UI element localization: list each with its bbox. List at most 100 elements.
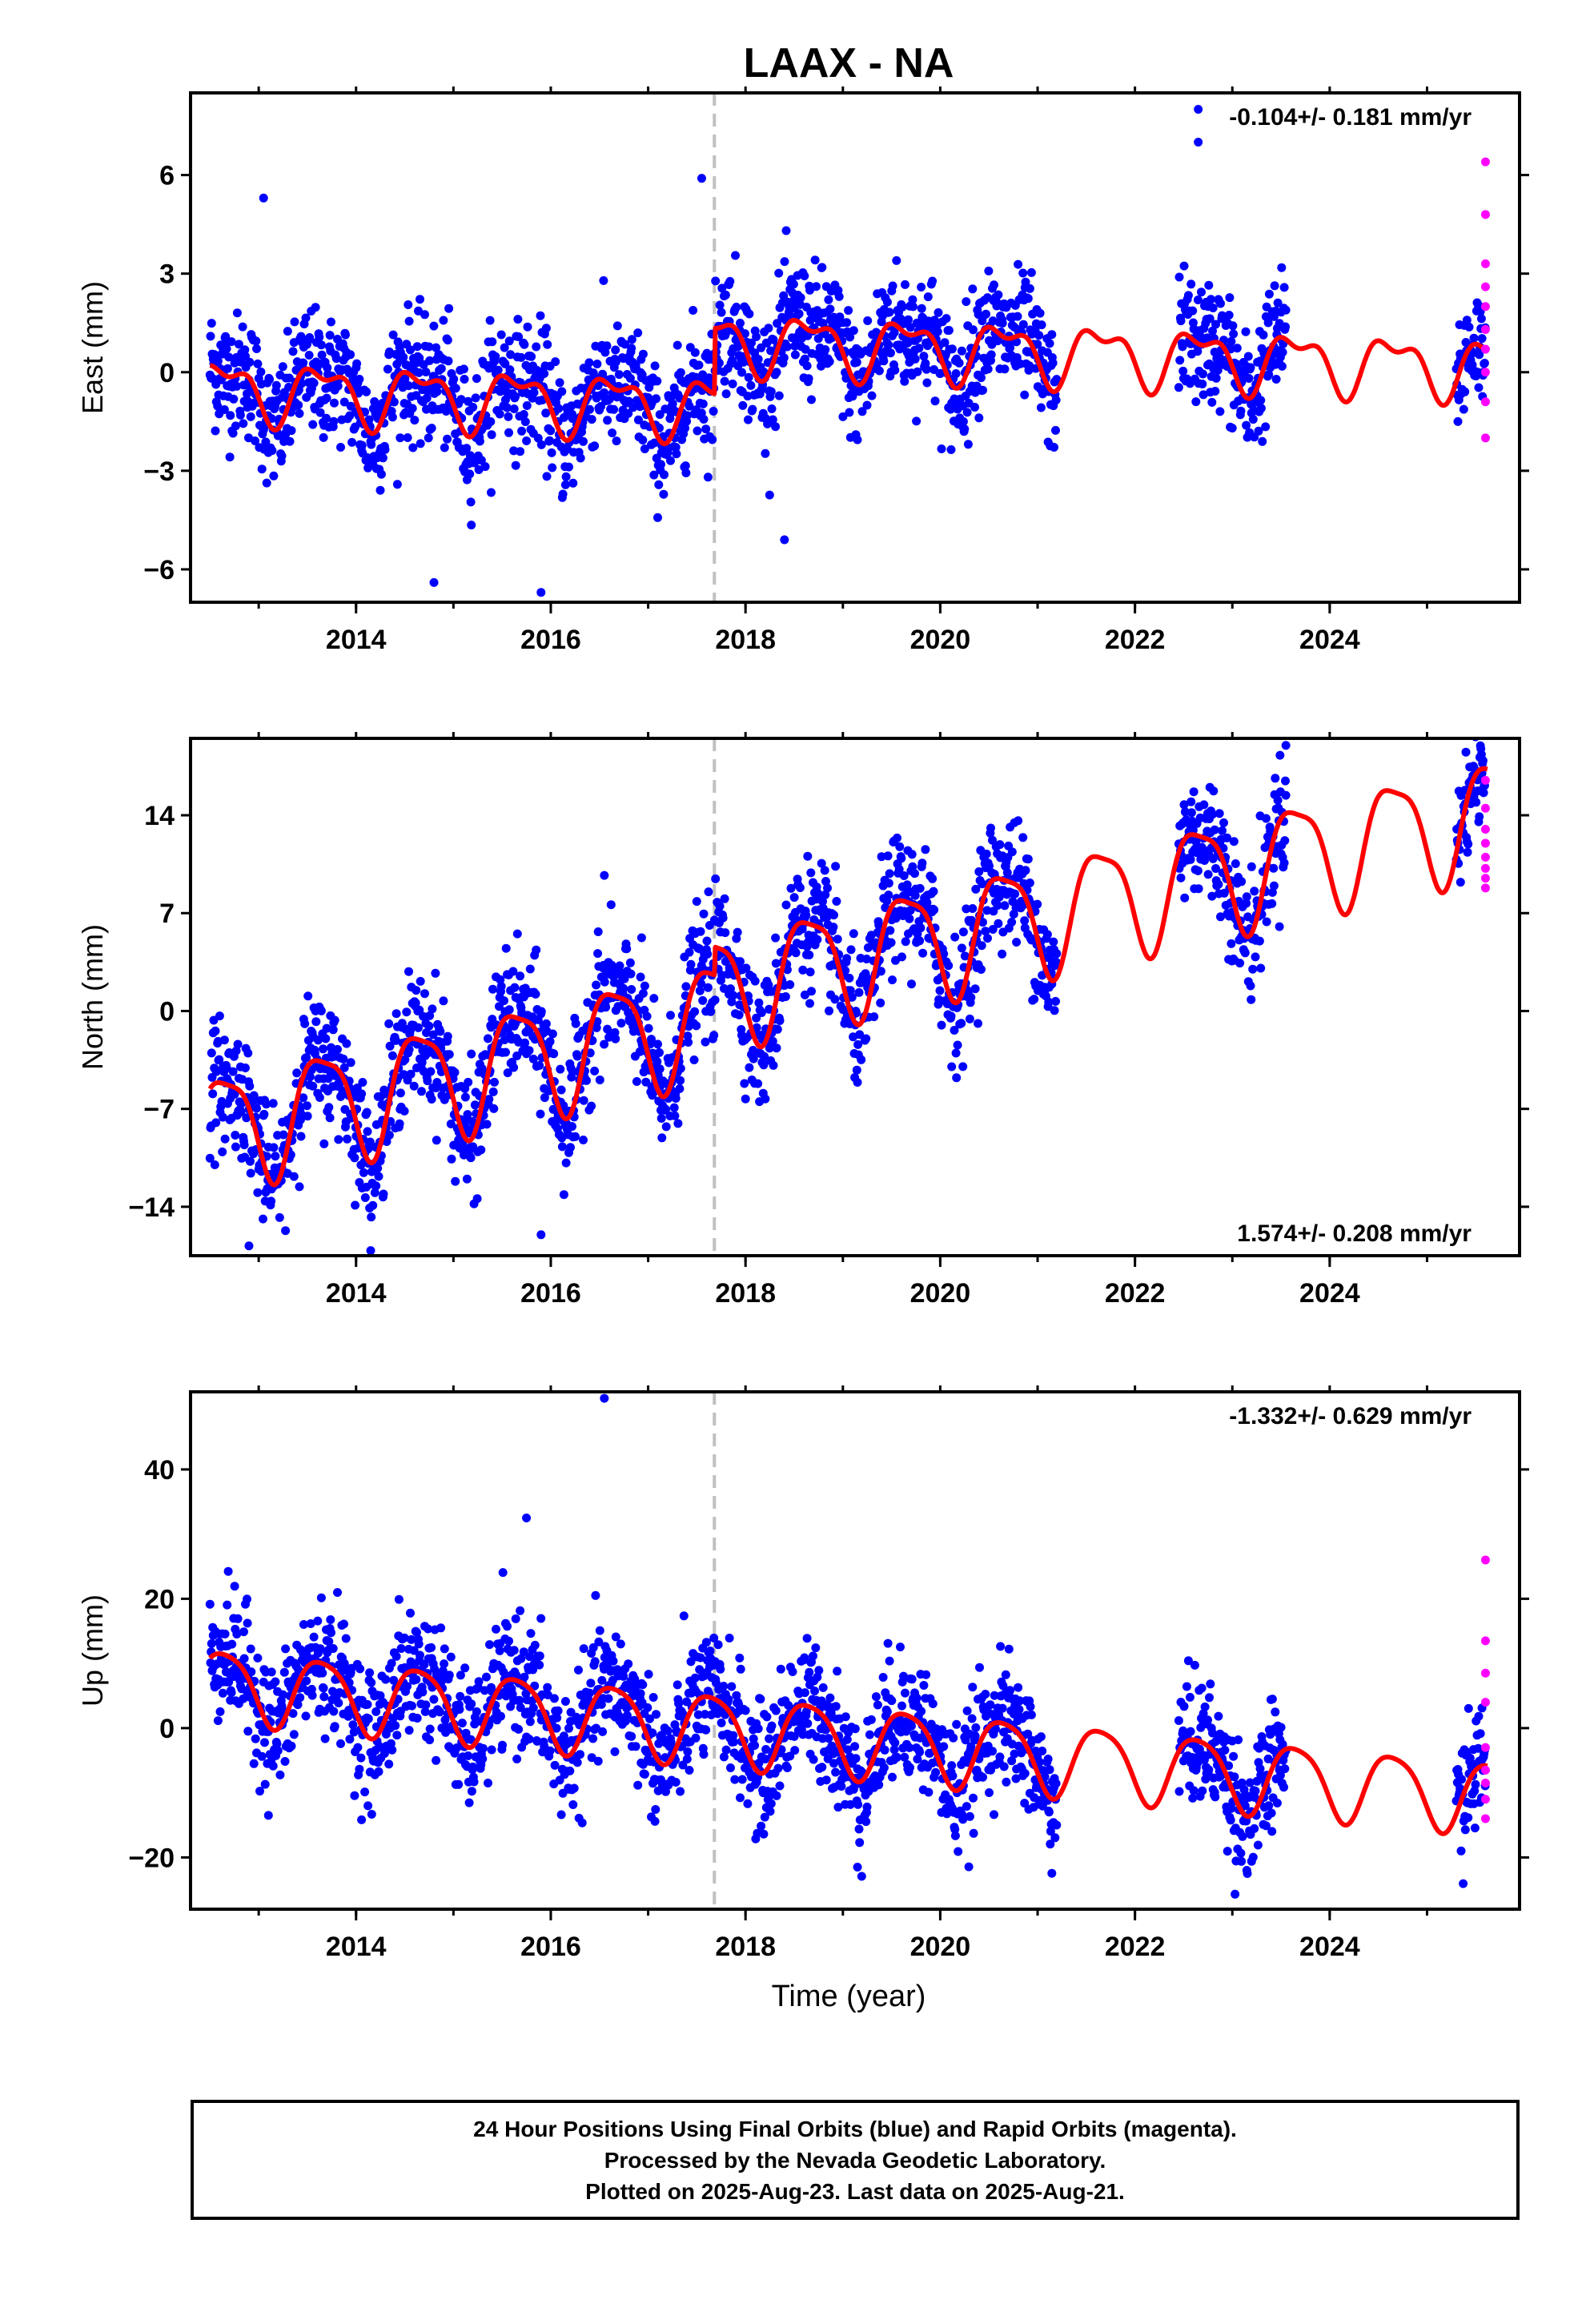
final-orbit-point xyxy=(673,340,682,350)
final-orbit-point xyxy=(246,1644,255,1654)
final-orbit-point xyxy=(800,990,809,999)
final-orbit-point xyxy=(392,480,402,489)
final-orbit-point xyxy=(936,368,946,378)
final-orbit-point xyxy=(768,415,777,424)
final-orbit-point xyxy=(384,1019,394,1028)
final-orbit-point xyxy=(1198,380,1207,388)
final-orbit-point xyxy=(825,1006,833,1015)
final-orbit-point xyxy=(466,1153,476,1163)
final-orbit-point xyxy=(885,308,894,317)
final-orbit-point xyxy=(663,448,673,457)
final-orbit-point xyxy=(585,1048,595,1058)
final-orbit-point xyxy=(253,1188,263,1197)
final-orbit-point xyxy=(511,1614,520,1623)
final-orbit-point xyxy=(718,913,728,923)
final-orbit-point xyxy=(962,297,971,307)
final-orbit-point xyxy=(536,1007,546,1016)
final-orbit-point xyxy=(853,1039,863,1049)
final-orbit-point xyxy=(1037,320,1046,330)
final-orbit-point xyxy=(389,397,399,407)
final-orbit-point xyxy=(666,1011,675,1020)
final-orbit-point xyxy=(501,395,510,404)
final-orbit-point xyxy=(492,1624,500,1634)
final-orbit-point xyxy=(333,381,343,391)
final-orbit-point xyxy=(385,1041,395,1051)
final-orbit-point xyxy=(825,304,835,314)
final-orbit-point xyxy=(419,1011,428,1021)
final-orbit-point xyxy=(590,441,600,451)
final-orbit-point xyxy=(257,1751,267,1761)
final-orbit-point xyxy=(695,986,705,995)
final-orbit-point xyxy=(685,1766,694,1775)
final-orbit-point xyxy=(966,993,976,1002)
final-orbit-point xyxy=(724,1695,733,1704)
final-orbit-point xyxy=(601,1003,611,1012)
final-orbit-point xyxy=(457,1719,467,1728)
final-orbit-point xyxy=(1254,426,1263,436)
final-orbit-point xyxy=(1000,364,1010,374)
final-orbit-point xyxy=(267,1667,276,1677)
final-orbit-point xyxy=(329,416,339,426)
final-orbit-point xyxy=(766,387,776,396)
final-orbit-point xyxy=(363,1801,373,1811)
final-orbit-point xyxy=(520,1038,530,1047)
final-orbit-point xyxy=(750,1741,760,1750)
x-tick-label: 2020 xyxy=(910,625,971,655)
final-orbit-point xyxy=(619,1671,628,1681)
y-tick-label: 14 xyxy=(144,801,175,831)
final-orbit-point xyxy=(424,1021,434,1031)
rapid-orbit-point xyxy=(1480,324,1490,334)
final-orbit-point xyxy=(1194,105,1203,115)
final-orbit-point xyxy=(579,1136,588,1144)
final-orbit-point xyxy=(339,397,349,407)
final-orbit-point xyxy=(506,350,516,360)
final-orbit-point xyxy=(498,1568,508,1578)
final-orbit-point xyxy=(357,1089,367,1099)
final-orbit-point xyxy=(309,1632,319,1642)
final-orbit-point xyxy=(487,430,496,440)
rapid-orbit-point xyxy=(1480,259,1490,268)
final-orbit-point xyxy=(414,1023,423,1032)
final-orbit-point xyxy=(1244,374,1254,383)
final-orbit-point xyxy=(790,350,800,360)
final-orbit-point xyxy=(222,1063,231,1072)
final-orbit-point xyxy=(496,975,505,984)
final-orbit-point xyxy=(231,1131,240,1140)
final-orbit-point xyxy=(1241,327,1251,336)
final-orbit-point xyxy=(288,1709,298,1719)
final-orbit-point xyxy=(505,365,515,375)
final-orbit-point xyxy=(520,417,530,427)
final-orbit-point xyxy=(609,404,619,414)
final-orbit-point xyxy=(1256,963,1266,973)
final-orbit-point xyxy=(1211,373,1221,383)
final-orbit-point xyxy=(513,315,523,324)
final-orbit-point xyxy=(503,1622,512,1631)
final-orbit-point xyxy=(652,1710,661,1719)
final-orbit-point xyxy=(569,1783,579,1793)
final-orbit-point xyxy=(673,1119,683,1128)
final-orbit-point xyxy=(944,961,954,971)
final-orbit-point xyxy=(752,332,761,341)
final-orbit-point xyxy=(1279,283,1289,292)
final-orbit-point xyxy=(809,1755,818,1764)
final-orbit-point xyxy=(504,412,513,421)
final-orbit-point xyxy=(546,426,556,436)
final-orbit-point xyxy=(553,1706,563,1715)
final-orbit-point xyxy=(268,1099,278,1108)
final-orbit-point xyxy=(846,945,856,955)
final-orbit-point xyxy=(412,342,422,352)
final-orbit-point xyxy=(1477,334,1487,344)
final-orbit-point xyxy=(663,1726,673,1735)
final-orbit-point xyxy=(1176,316,1186,326)
final-orbit-point xyxy=(476,1145,486,1155)
final-orbit-point xyxy=(728,356,737,365)
final-orbit-point xyxy=(1460,387,1470,396)
final-orbit-point xyxy=(267,1196,276,1206)
final-orbit-point xyxy=(309,378,319,388)
final-orbit-point xyxy=(319,1683,328,1693)
final-orbit-point xyxy=(1236,406,1246,416)
final-orbit-point xyxy=(1038,971,1047,980)
final-orbit-point xyxy=(986,350,996,360)
final-orbit-point xyxy=(978,879,987,889)
